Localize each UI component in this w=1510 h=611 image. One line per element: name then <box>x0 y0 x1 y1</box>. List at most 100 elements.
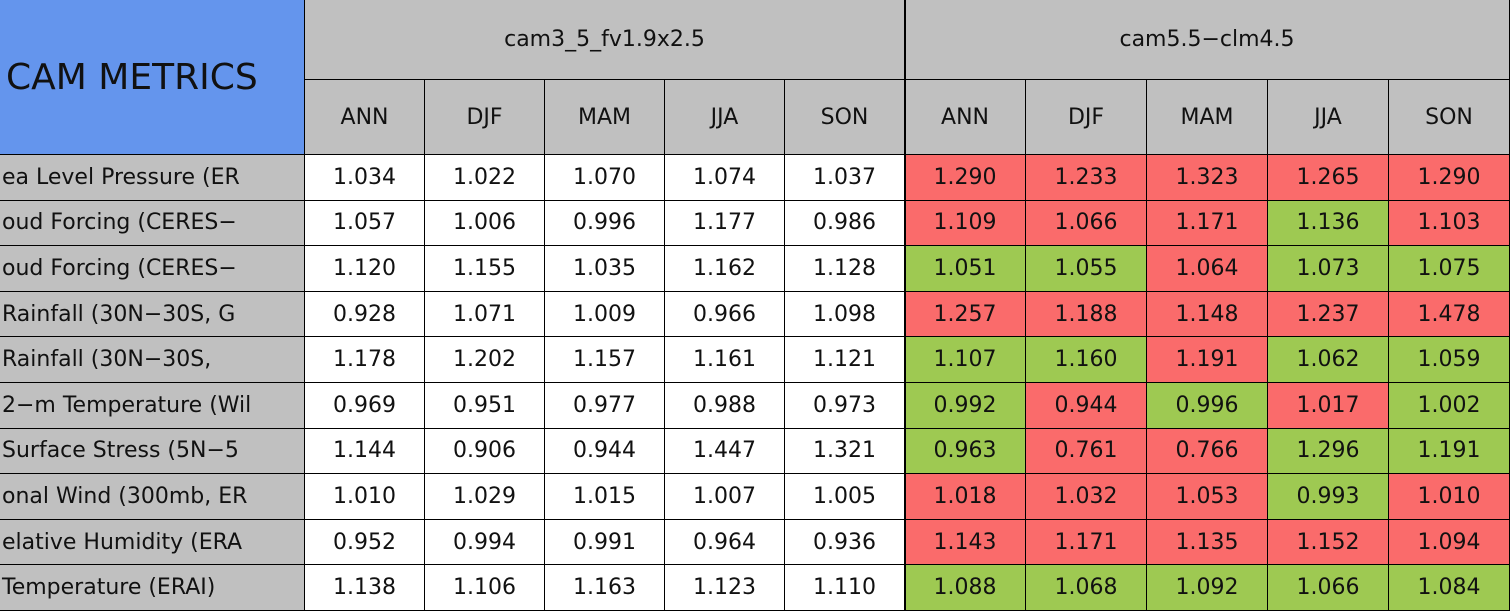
value-cell: 1.123 <box>665 565 785 611</box>
row-label: Surface Stress (5N−5 <box>0 428 305 475</box>
group-separator <box>904 0 906 611</box>
value-cell: 0.996 <box>1147 383 1268 429</box>
value-cell: 1.084 <box>1389 565 1510 611</box>
value-cell: 0.993 <box>1268 474 1389 520</box>
value-cell: 1.171 <box>1147 200 1268 247</box>
season-header: SON <box>785 80 905 155</box>
value-cell: 1.106 <box>425 565 545 611</box>
value-cell: 1.321 <box>785 428 905 475</box>
value-cell: 1.109 <box>905 200 1026 247</box>
value-cell: 1.155 <box>425 246 545 292</box>
value-cell: 1.009 <box>545 291 665 338</box>
value-cell: 1.018 <box>905 474 1026 520</box>
value-cell: 1.120 <box>305 246 425 292</box>
value-cell: 1.034 <box>305 155 425 201</box>
value-cell: 1.055 <box>1026 246 1147 292</box>
value-cell: 0.996 <box>545 200 665 247</box>
value-cell: 1.128 <box>785 246 905 292</box>
value-cell: 1.144 <box>305 428 425 475</box>
value-cell: 1.073 <box>1268 246 1389 292</box>
season-header: JJA <box>665 80 785 155</box>
value-cell: 1.202 <box>425 337 545 383</box>
value-cell: 1.162 <box>665 246 785 292</box>
value-cell: 1.290 <box>905 155 1026 201</box>
value-cell: 0.761 <box>1026 428 1147 475</box>
season-header: MAM <box>545 80 665 155</box>
value-cell: 0.973 <box>785 383 905 429</box>
value-cell: 1.265 <box>1268 155 1389 201</box>
value-cell: 1.051 <box>905 246 1026 292</box>
value-cell: 1.191 <box>1389 428 1510 475</box>
value-cell: 0.951 <box>425 383 545 429</box>
row-label: oud Forcing (CERES− <box>0 246 305 292</box>
value-cell: 0.963 <box>905 428 1026 475</box>
value-cell: 1.071 <box>425 291 545 338</box>
season-header: MAM <box>1147 80 1268 155</box>
value-cell: 1.107 <box>905 337 1026 383</box>
value-cell: 1.152 <box>1268 519 1389 566</box>
value-cell: 1.188 <box>1026 291 1147 338</box>
row-label: onal Wind (300mb, ER <box>0 474 305 520</box>
value-cell: 1.233 <box>1026 155 1147 201</box>
value-cell: 0.928 <box>305 291 425 338</box>
value-cell: 0.964 <box>665 519 785 566</box>
value-cell: 1.092 <box>1147 565 1268 611</box>
value-cell: 1.136 <box>1268 200 1389 247</box>
value-cell: 1.010 <box>305 474 425 520</box>
value-cell: 1.059 <box>1389 337 1510 383</box>
value-cell: 1.110 <box>785 565 905 611</box>
value-cell: 1.070 <box>545 155 665 201</box>
value-cell: 1.296 <box>1268 428 1389 475</box>
row-label: ea Level Pressure (ER <box>0 155 305 201</box>
value-cell: 1.075 <box>1389 246 1510 292</box>
value-cell: 1.066 <box>1268 565 1389 611</box>
value-cell: 1.257 <box>905 291 1026 338</box>
season-header: SON <box>1389 80 1510 155</box>
value-cell: 1.062 <box>1268 337 1389 383</box>
value-cell: 1.135 <box>1147 519 1268 566</box>
season-header: DJF <box>425 80 545 155</box>
value-cell: 1.035 <box>545 246 665 292</box>
value-cell: 1.094 <box>1389 519 1510 566</box>
value-cell: 1.064 <box>1147 246 1268 292</box>
value-cell: 1.029 <box>425 474 545 520</box>
row-label: Temperature (ERAI) <box>0 565 305 611</box>
value-cell: 0.994 <box>425 519 545 566</box>
value-cell: 1.017 <box>1268 383 1389 429</box>
value-cell: 1.121 <box>785 337 905 383</box>
value-cell: 1.053 <box>1147 474 1268 520</box>
value-cell: 1.068 <box>1026 565 1147 611</box>
value-cell: 1.074 <box>665 155 785 201</box>
value-cell: 1.006 <box>425 200 545 247</box>
group-header: cam5.5−clm4.5 <box>905 0 1510 80</box>
value-cell: 0.944 <box>1026 383 1147 429</box>
value-cell: 1.177 <box>665 200 785 247</box>
value-cell: 1.138 <box>305 565 425 611</box>
value-cell: 1.148 <box>1147 291 1268 338</box>
group-header: cam3_5_fv1.9x2.5 <box>305 0 905 80</box>
value-cell: 1.478 <box>1389 291 1510 338</box>
value-cell: 1.163 <box>545 565 665 611</box>
value-cell: 0.944 <box>545 428 665 475</box>
season-header: ANN <box>905 80 1026 155</box>
value-cell: 1.171 <box>1026 519 1147 566</box>
value-cell: 1.066 <box>1026 200 1147 247</box>
value-cell: 1.015 <box>545 474 665 520</box>
value-cell: 1.323 <box>1147 155 1268 201</box>
season-header: DJF <box>1026 80 1147 155</box>
row-label: elative Humidity (ERA <box>0 519 305 566</box>
value-cell: 0.986 <box>785 200 905 247</box>
value-cell: 1.161 <box>665 337 785 383</box>
value-cell: 1.143 <box>905 519 1026 566</box>
season-header: JJA <box>1268 80 1389 155</box>
value-cell: 1.005 <box>785 474 905 520</box>
value-cell: 1.103 <box>1389 200 1510 247</box>
value-cell: 0.969 <box>305 383 425 429</box>
value-cell: 1.022 <box>425 155 545 201</box>
value-cell: 1.002 <box>1389 383 1510 429</box>
value-cell: 0.991 <box>545 519 665 566</box>
value-cell: 1.157 <box>545 337 665 383</box>
value-cell: 1.098 <box>785 291 905 338</box>
value-cell: 1.088 <box>905 565 1026 611</box>
value-cell: 1.160 <box>1026 337 1147 383</box>
